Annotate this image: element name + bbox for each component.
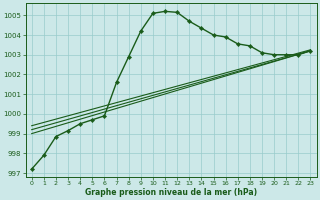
X-axis label: Graphe pression niveau de la mer (hPa): Graphe pression niveau de la mer (hPa)	[85, 188, 257, 197]
